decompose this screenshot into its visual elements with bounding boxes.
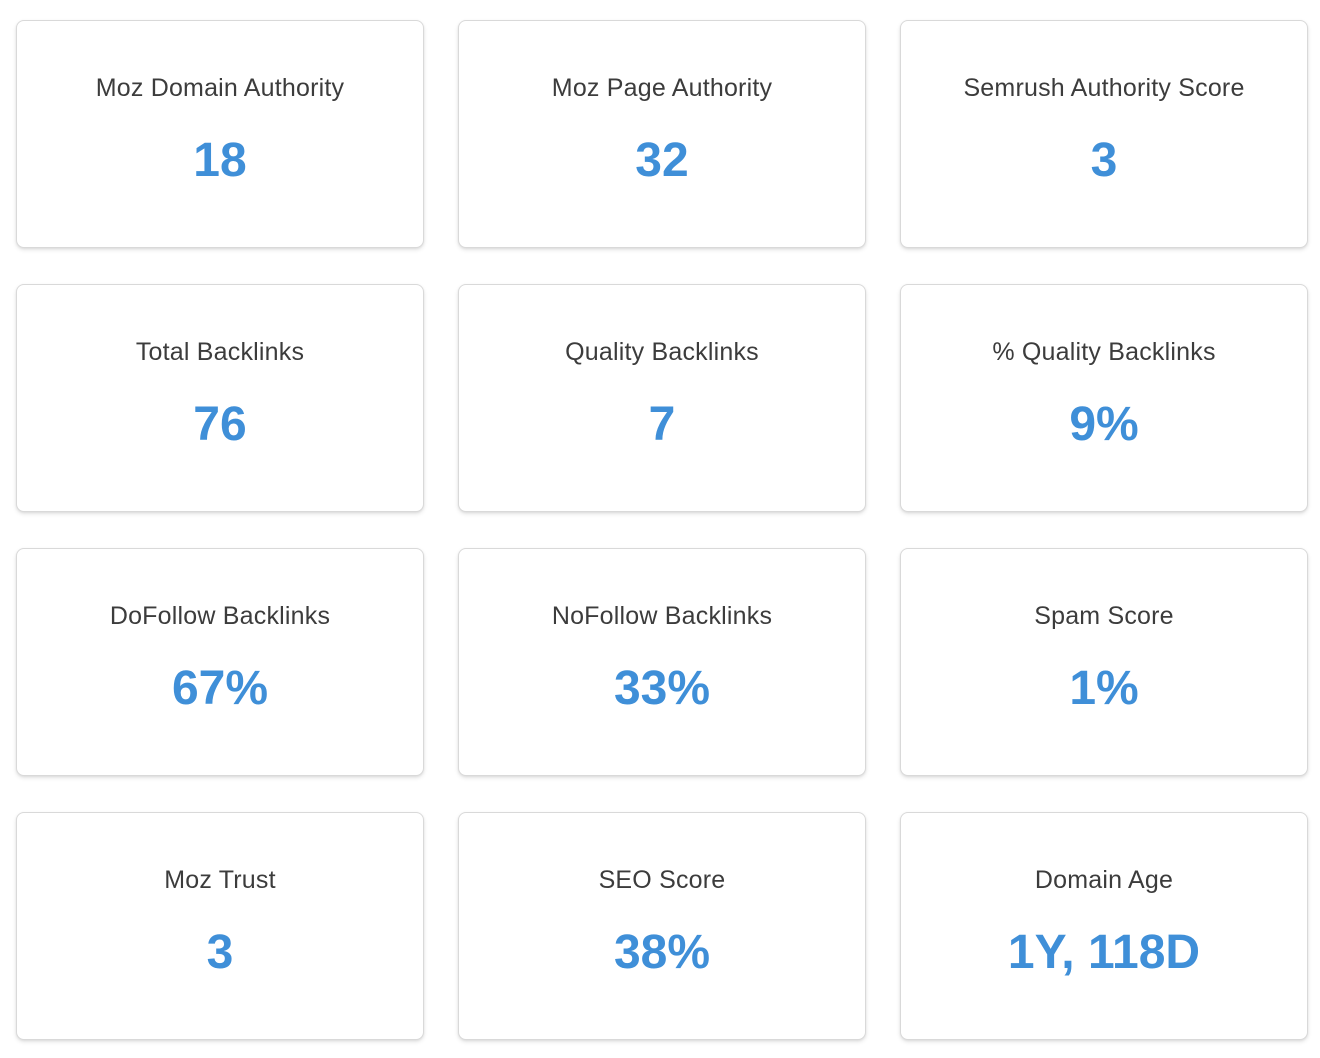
- metric-label: Semrush Authority Score: [963, 74, 1245, 102]
- metric-value: 3: [206, 926, 234, 979]
- metric-value: 33%: [613, 662, 711, 715]
- metric-value: 9%: [1069, 398, 1139, 451]
- metric-label: Spam Score: [1034, 602, 1174, 630]
- metric-label: Domain Age: [1034, 866, 1174, 894]
- metric-label: Total Backlinks: [135, 338, 305, 366]
- metric-value: 38%: [613, 926, 711, 979]
- metric-value: 18: [193, 134, 247, 187]
- metric-card-domain-age: Domain Age 1Y, 118D: [900, 812, 1308, 1040]
- metric-value: 32: [635, 134, 689, 187]
- metric-label: % Quality Backlinks: [992, 338, 1216, 366]
- metric-card-spam-score: Spam Score 1%: [900, 548, 1308, 776]
- metric-card-semrush-authority-score: Semrush Authority Score 3: [900, 20, 1308, 248]
- metric-value: 67%: [171, 662, 269, 715]
- metric-card-nofollow-backlinks: NoFollow Backlinks 33%: [458, 548, 866, 776]
- metric-card-moz-page-authority: Moz Page Authority 32: [458, 20, 866, 248]
- metric-card-percent-quality-backlinks: % Quality Backlinks 9%: [900, 284, 1308, 512]
- metric-card-moz-domain-authority: Moz Domain Authority 18: [16, 20, 424, 248]
- metric-label: Quality Backlinks: [565, 338, 759, 366]
- metric-card-dofollow-backlinks: DoFollow Backlinks 67%: [16, 548, 424, 776]
- metric-value: 7: [648, 398, 676, 451]
- metric-card-total-backlinks: Total Backlinks 76: [16, 284, 424, 512]
- metric-card-moz-trust: Moz Trust 3: [16, 812, 424, 1040]
- metric-card-quality-backlinks: Quality Backlinks 7: [458, 284, 866, 512]
- metric-card-seo-score: SEO Score 38%: [458, 812, 866, 1040]
- metric-label: Moz Domain Authority: [95, 74, 345, 102]
- metric-value: 1%: [1069, 662, 1139, 715]
- metric-label: Moz Trust: [164, 866, 276, 894]
- metric-value: 76: [193, 398, 247, 451]
- metric-label: SEO Score: [598, 866, 726, 894]
- metric-label: DoFollow Backlinks: [109, 602, 331, 630]
- metric-value: 1Y, 118D: [1007, 926, 1201, 979]
- metric-label: NoFollow Backlinks: [551, 602, 773, 630]
- metric-value: 3: [1090, 134, 1118, 187]
- metric-label: Moz Page Authority: [551, 74, 773, 102]
